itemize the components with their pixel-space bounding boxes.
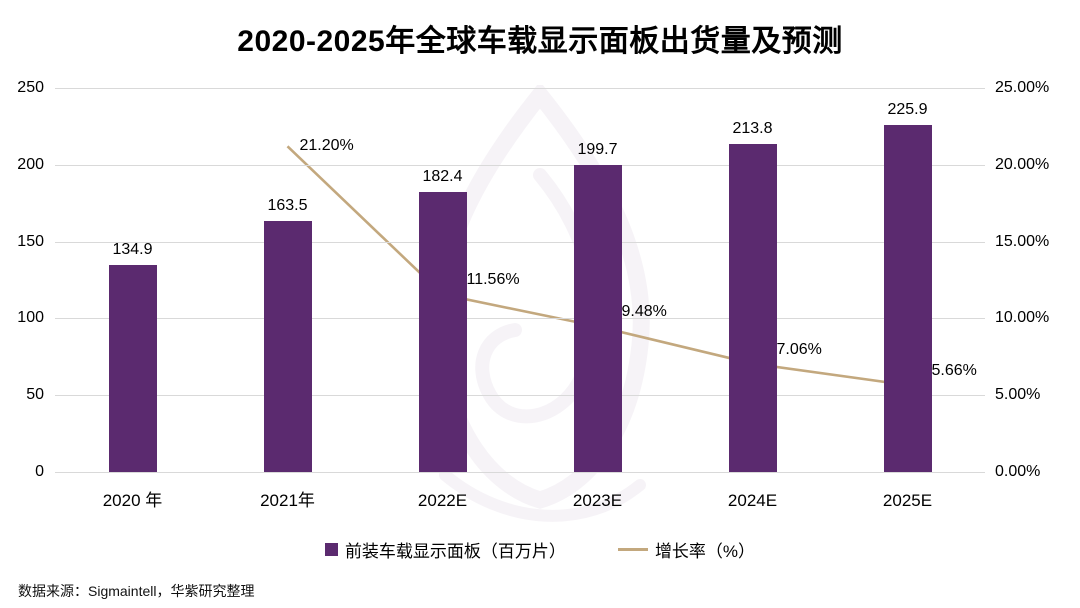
x-axis-label: 2024E — [727, 491, 778, 510]
x-axis-label: 2025E — [882, 491, 933, 510]
line-point-label: 5.66% — [931, 362, 977, 380]
growth-rate-line — [286, 145, 929, 387]
bar-value-label: 213.8 — [732, 119, 773, 137]
bar-series-swatch-icon — [324, 543, 338, 556]
line-point-label: 7.06% — [776, 340, 822, 358]
legend: 前装车载显示面板（百万片） 增长率（%） — [0, 537, 1080, 562]
gridline — [55, 164, 985, 166]
secondary-y-axis-tick-label: 10.00% — [995, 309, 1050, 327]
source-note: 数据来源：Sigmaintell，华紫研究整理 — [18, 583, 255, 599]
x-axis-label: 2023E — [572, 491, 623, 510]
bar-value-label: 199.7 — [577, 141, 618, 159]
bar-value-label: 163.5 — [267, 196, 308, 214]
bar-value-label: 182.4 — [422, 167, 463, 185]
gridline — [55, 395, 985, 397]
y-axis-tick-label: 50 — [26, 386, 44, 404]
chart-title: 2020-2025年全球车载显示面板出货量及预测 — [237, 25, 843, 58]
bar — [883, 125, 932, 472]
bar — [108, 264, 157, 472]
line-point-label: 11.56% — [466, 271, 520, 289]
secondary-y-axis-tick-label: 20.00% — [995, 155, 1050, 173]
secondary-y-axis-tick-label: 5.00% — [995, 386, 1041, 404]
line-point-label: 9.48% — [621, 303, 667, 321]
bar-series-legend-label: 前装车载显示面板（百万片） — [344, 542, 566, 561]
secondary-y-axis-tick-label: 0.00% — [995, 463, 1041, 480]
y-axis-tick-label: 150 — [17, 232, 44, 250]
bar — [728, 143, 777, 472]
legend-item-line: 增长率（%） — [617, 537, 756, 562]
line-series-legend-label: 增长率（%） — [654, 542, 756, 561]
bar — [418, 191, 467, 472]
bar — [263, 220, 312, 472]
gridline — [55, 472, 985, 473]
x-axis-label: 2022E — [417, 491, 468, 510]
line-point-label: 21.20% — [299, 137, 354, 155]
gridline — [55, 318, 985, 320]
line-series-swatch-icon — [617, 548, 648, 551]
y-axis-tick-label: 100 — [17, 309, 44, 327]
gridline — [55, 241, 985, 243]
bar-value-label: 225.9 — [887, 101, 928, 119]
y-axis-tick-label: 0 — [35, 463, 44, 480]
bar — [573, 165, 622, 472]
gridline — [55, 88, 985, 89]
secondary-y-axis-tick-label: 25.00% — [995, 79, 1050, 96]
y-axis-tick-label: 250 — [17, 79, 44, 96]
x-axis-label: 2020 年 — [102, 491, 163, 510]
y-axis-tick-label: 200 — [17, 155, 44, 173]
x-axis-label: 2021年 — [260, 491, 315, 510]
secondary-y-axis-tick-label: 15.00% — [995, 232, 1050, 250]
legend-item-bar: 前装车载显示面板（百万片） — [324, 537, 566, 562]
bar-value-label: 134.9 — [112, 240, 153, 258]
